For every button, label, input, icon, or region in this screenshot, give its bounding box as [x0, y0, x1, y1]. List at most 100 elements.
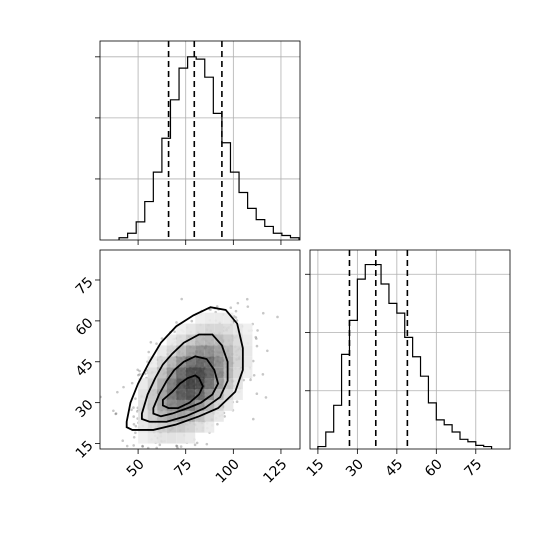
density-cell [157, 378, 167, 390]
density-cell [214, 389, 224, 400]
density-cell [233, 367, 243, 379]
density-cell [185, 323, 196, 335]
joint-density-panel: 50 75 100 125 15 30 45 60 75 [73, 249, 301, 487]
scatter-point [234, 309, 238, 313]
scatter-point [114, 412, 117, 416]
scatter-point [175, 444, 179, 448]
density-cell [242, 356, 253, 368]
joint-x-tick-label: 50 [124, 456, 148, 480]
scatter-point [179, 445, 183, 448]
scatter-point [141, 445, 144, 448]
density-cell [204, 410, 215, 422]
scatter-point [242, 378, 246, 382]
density-contour-2 [152, 355, 220, 418]
joint-x-tick-label: 125 [260, 456, 290, 486]
scatter-point [255, 392, 259, 396]
density-cell [223, 312, 234, 324]
right-x-tick-label: 30 [343, 456, 367, 480]
scatter-point [116, 390, 119, 394]
density-cell [214, 378, 224, 390]
scatter-point [122, 385, 125, 389]
density-cell [166, 421, 177, 433]
density-cell [147, 432, 158, 444]
density-cell [176, 410, 186, 422]
density-cell [166, 389, 177, 400]
scatter-point [132, 406, 135, 409]
density-cell [185, 356, 196, 368]
scatter-point [146, 446, 150, 449]
scatter-point [251, 417, 255, 421]
scatter-point [209, 308, 212, 311]
scatter-point [255, 337, 258, 340]
density-cell [138, 399, 148, 411]
scatter-point [156, 474, 159, 477]
density-cell [195, 378, 205, 390]
density-cell [195, 312, 205, 324]
density-cell [157, 389, 167, 400]
density-cell [214, 312, 224, 324]
density-cell [166, 378, 177, 390]
joint-y-tick-label: 15 [73, 438, 97, 462]
density-cell [195, 323, 205, 335]
scatter-point [151, 451, 154, 454]
density-cell [204, 378, 215, 390]
scatter-point [223, 415, 226, 418]
scatter-point [261, 311, 265, 315]
density-contour-3 [141, 333, 229, 423]
scatter-point [137, 373, 140, 377]
density-cell [204, 421, 215, 433]
density-cell [185, 367, 196, 379]
scatter-point [193, 443, 197, 447]
density-contour-4 [125, 306, 244, 431]
scatter-point [100, 395, 102, 399]
density-cell [214, 399, 224, 411]
density-cell [138, 389, 148, 400]
density-cell [223, 323, 234, 335]
scatter-point [132, 422, 136, 426]
scatter-point [216, 422, 219, 426]
right-frame [309, 249, 511, 450]
density-cell [214, 345, 224, 357]
scatter-point [234, 316, 238, 319]
density-cell [185, 432, 196, 444]
density-cell [214, 356, 224, 368]
density-cell [176, 345, 186, 357]
density-cell [176, 432, 186, 444]
density-cell [185, 345, 196, 357]
scatter-point [117, 464, 120, 467]
scatter-point [134, 431, 137, 435]
density-cell [147, 389, 158, 400]
scatter-point [158, 443, 162, 447]
scatter-point [114, 412, 118, 415]
scatter-point [229, 306, 233, 310]
scatter-point [176, 446, 179, 449]
density-cell [185, 399, 196, 411]
density-cell [166, 345, 177, 357]
density-cell [233, 334, 243, 346]
density-cell [195, 399, 205, 411]
right-histogram-step [317, 263, 493, 449]
joint-x-tick-label: 100 [213, 456, 243, 486]
scatter-point [164, 455, 167, 458]
density-cell [223, 345, 234, 357]
scatter-point [157, 452, 160, 455]
density-cell [185, 410, 196, 422]
scatter-point [141, 444, 144, 448]
scatter-point [264, 396, 268, 399]
joint-frame [99, 249, 301, 450]
scatter-point [255, 344, 259, 348]
scatter-point [261, 373, 265, 376]
right-x-tick-label: 15 [304, 456, 328, 480]
scatter-point [160, 337, 164, 340]
scatter-point [136, 368, 139, 372]
scatter-point [154, 450, 157, 453]
density-cell [204, 345, 215, 357]
density-cell [204, 312, 215, 324]
scatter-point [132, 415, 136, 418]
scatter-point [249, 378, 252, 382]
density-cell [204, 334, 215, 346]
top-frame [99, 40, 301, 241]
density-cell [242, 323, 253, 335]
density-cell [233, 345, 243, 357]
